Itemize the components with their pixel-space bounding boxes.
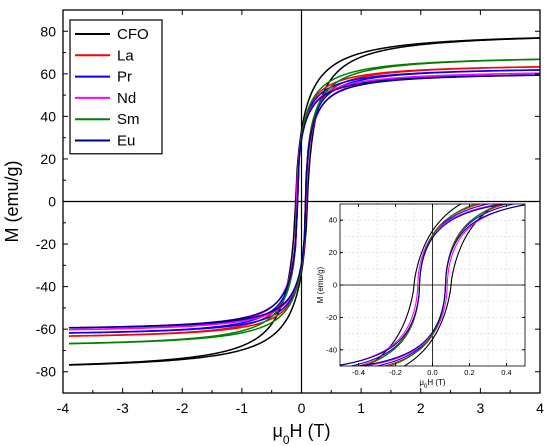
x-axis-title: μ0H (T) [419, 378, 446, 390]
y-tick-label: -40 [36, 279, 56, 295]
x-tick-label: 0.0 [427, 368, 437, 377]
series-line-sm-asc [387, 204, 503, 366]
legend-label-pr: Pr [117, 69, 132, 86]
legend-label-eu: Eu [117, 133, 135, 150]
y-tick-label: -40 [326, 345, 337, 354]
y-tick-label: -20 [326, 313, 337, 322]
x-tick-label: -3 [116, 400, 129, 416]
x-tick-label: -2 [176, 400, 189, 416]
y-tick-label: -60 [36, 321, 56, 337]
x-tick-label: 0.2 [464, 368, 474, 377]
legend: CFO La Pr Nd Sm Eu [69, 19, 163, 155]
x-tick-label: -1 [236, 400, 249, 416]
series-line-cfo-desc [68, 37, 540, 366]
x-tick-label: 2 [417, 400, 425, 416]
series-line-eu-desc [340, 204, 509, 366]
y-tick-label: -20 [36, 236, 56, 252]
y-axis-title: M (emu/g) [316, 266, 325, 303]
series-line-eu-desc [68, 74, 540, 329]
y-tick-label: -80 [36, 364, 56, 380]
series-line-sm-desc [68, 58, 540, 345]
y-tick-label: 20 [329, 248, 337, 257]
legend-label-cfo: CFO [117, 26, 149, 43]
y-tick-label: 80 [40, 23, 56, 39]
y-tick-label: 20 [40, 151, 56, 167]
y-tick-label: 40 [40, 108, 56, 124]
x-tick-label: 4 [536, 400, 544, 416]
x-tick-label: -0.4 [352, 368, 365, 377]
legend-label-nd: Nd [117, 90, 136, 107]
x-tick-label: 0.4 [501, 368, 511, 377]
y-tick-label: 0 [48, 194, 56, 210]
legend-box [69, 19, 163, 155]
x-tick-label: 3 [476, 400, 484, 416]
y-tick-label: 40 [329, 216, 337, 225]
x-axis-title: μ0H (T) [272, 421, 330, 446]
legend-label-la: La [117, 47, 134, 64]
x-tick-label: -0.2 [389, 368, 402, 377]
curves [68, 37, 540, 366]
x-tick-label: -4 [57, 400, 70, 416]
y-axis-title: M (emu/g) [2, 160, 22, 242]
series-line-sm-desc [362, 204, 478, 366]
y-tick-label: 0 [333, 281, 337, 290]
inset-plot: -0.4 -0.2 0.0 0.2 0.4 -40 -20 0 20 40 μ0H (T) M (em… [316, 203, 526, 390]
y-tick-label: 60 [40, 66, 56, 82]
x-tick-label: 0 [298, 400, 306, 416]
legend-label-sm: Sm [117, 111, 140, 128]
curves [340, 204, 525, 366]
main-plot: -4 -3 -2 -1 0 1 2 3 4 -80 -60 -40 -20 0 20 40 60 80 μ0H (T… [2, 9, 544, 446]
x-tick-label: 1 [357, 400, 365, 416]
series-line-eu-asc [356, 204, 525, 366]
